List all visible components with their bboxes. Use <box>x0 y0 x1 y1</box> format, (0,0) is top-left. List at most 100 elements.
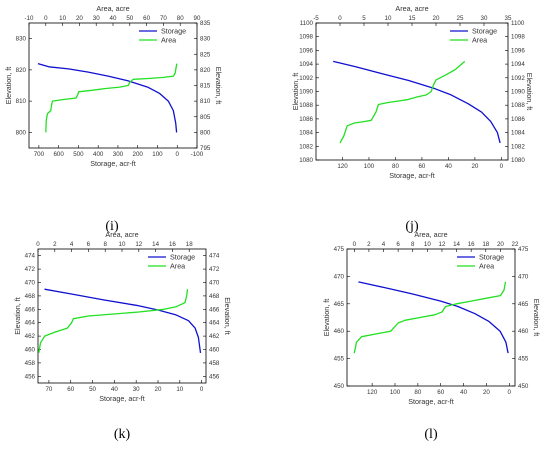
chart-panel-4: 120 100 80 60 40 20 0 0 2 4 6 8 10 12 14 16 18 20 22 450 455… <box>322 230 541 442</box>
right-tick-label: 475 <box>518 246 529 253</box>
legend-label-area: Area <box>161 36 176 45</box>
right-tick-label: 1086 <box>511 116 525 123</box>
bottom-tick-label: 100 <box>152 151 163 158</box>
top-tick-label: 18 <box>186 241 193 248</box>
left-tick-label: 468 <box>25 293 36 300</box>
right-tick-label: 460 <box>518 328 529 335</box>
top-tick-label: 90 <box>194 15 201 22</box>
bottom-tick-label: 50 <box>89 386 96 393</box>
panel-label: (l) <box>424 427 438 442</box>
top-tick-label: -5 <box>313 15 319 22</box>
top-tick-label: 70 <box>160 15 167 22</box>
right-axis-title: Elevation, ft <box>532 299 541 337</box>
left-tick-label: 460 <box>334 328 345 335</box>
panel-label: (j) <box>405 219 419 234</box>
right-tick-label: 1100 <box>511 20 525 27</box>
top-tick-label: 35 <box>505 15 512 22</box>
top-tick-label: 4 <box>70 241 74 248</box>
left-axis-title: Elevation, ft <box>13 297 22 335</box>
bottom-tick-label: 80 <box>392 163 399 170</box>
bottom-tick-label: 0 <box>200 386 204 393</box>
left-tick-label: 800 <box>16 129 27 136</box>
bottom-tick-label: 80 <box>414 389 421 396</box>
top-tick-label: 8 <box>411 241 415 248</box>
right-tick-label: 456 <box>209 373 220 380</box>
bottom-tick-label: 600 <box>53 151 64 158</box>
right-tick-label: 1084 <box>511 130 525 137</box>
bottom-tick-label: 400 <box>93 151 104 158</box>
left-tick-label: 1080 <box>299 157 313 164</box>
bottom-tick-label: 20 <box>471 163 478 170</box>
bottom-tick-label: 40 <box>111 386 118 393</box>
top-tick-label: 30 <box>93 15 100 22</box>
series-line-area <box>353 281 507 354</box>
top-tick-label: 14 <box>453 241 460 248</box>
left-tick-label: 1096 <box>299 47 313 54</box>
right-tick-label: 464 <box>209 320 220 327</box>
top-tick-label: 60 <box>143 15 150 22</box>
right-axis-title: Elevation, ft <box>525 73 534 111</box>
top-tick-label: 0 <box>353 241 357 248</box>
bottom-tick-label: 120 <box>337 163 348 170</box>
right-tick-label: 820 <box>200 67 211 74</box>
top-tick-label: 20 <box>433 15 440 22</box>
left-tick-label: 1094 <box>299 61 313 68</box>
chart-panel-1: 700 600 500 400 300 200 100 0 -100-10 0 10 20 30 40 50… <box>4 4 223 234</box>
left-tick-label: 460 <box>25 347 36 354</box>
left-tick-label: 470 <box>25 280 36 287</box>
bottom-tick-label: 100 <box>390 389 401 396</box>
top-tick-label: 40 <box>110 15 117 22</box>
bottom-tick-label: 700 <box>34 151 45 158</box>
bottom-tick-label: 0 <box>176 151 180 158</box>
top-tick-label: 2 <box>367 241 371 248</box>
bottom-tick-label: -100 <box>191 151 204 158</box>
left-axis-title: Elevation, ft <box>322 299 331 337</box>
right-tick-label: 825 <box>200 51 211 58</box>
right-tick-label: 1082 <box>511 143 525 150</box>
right-tick-label: 1088 <box>511 102 525 109</box>
top-tick-label: 22 <box>512 241 519 248</box>
bottom-tick-label: 0 <box>500 163 504 170</box>
chart-panel-2: 120 100 80 60 40 20 0 -5 0 5 10 15 20 25 30 35 1080 1082 1… <box>291 4 534 234</box>
left-tick-label: 466 <box>25 306 36 313</box>
top-tick-label: 20 <box>497 241 504 248</box>
top-tick-label: 25 <box>457 15 464 22</box>
top-tick-label: 50 <box>126 15 133 22</box>
left-tick-label: 1090 <box>299 89 313 96</box>
left-tick-label: 820 <box>16 67 27 74</box>
legend-label-storage: Storage <box>479 253 504 262</box>
top-tick-label: 30 <box>481 15 488 22</box>
right-tick-label: 462 <box>209 333 220 340</box>
top-tick-label: 12 <box>135 241 142 248</box>
left-tick-label: 475 <box>334 246 345 253</box>
legend-label-area: Area <box>170 262 185 271</box>
panel-label: (i) <box>105 219 119 234</box>
series-line-area <box>45 63 178 133</box>
chart-panel-3: 70 60 50 40 30 20 10 00 2 4 6 8 10 12 14 16 184564584604… <box>13 230 232 442</box>
left-tick-label: 830 <box>16 36 27 43</box>
bottom-tick-label: 500 <box>73 151 84 158</box>
right-tick-label: 472 <box>209 266 220 273</box>
legend-label-storage: Storage <box>170 253 195 262</box>
right-axis-title: Elevation, ft <box>214 67 223 105</box>
series-line-storage <box>333 60 501 144</box>
right-tick-label: 800 <box>200 129 211 136</box>
left-tick-label: 458 <box>25 360 36 367</box>
right-tick-label: 466 <box>209 306 220 313</box>
left-tick-label: 462 <box>25 333 36 340</box>
legend-label-area: Area <box>472 36 487 45</box>
top-tick-label: 16 <box>468 241 475 248</box>
top-axis-title: Area, acre <box>96 4 129 13</box>
bottom-tick-label: 40 <box>460 389 467 396</box>
top-tick-label: 20 <box>76 15 83 22</box>
left-tick-label: 450 <box>334 383 345 390</box>
right-tick-label: 460 <box>209 347 220 354</box>
right-tick-label: 450 <box>518 383 529 390</box>
bottom-tick-label: 60 <box>67 386 74 393</box>
bottom-axis-title: Storage, acr-ft <box>90 159 136 168</box>
left-tick-label: 464 <box>25 320 36 327</box>
bottom-tick-label: 20 <box>155 386 162 393</box>
top-tick-label: 14 <box>152 241 159 248</box>
bottom-axis-title: Storage, acr-ft <box>389 171 435 180</box>
bottom-tick-label: 60 <box>418 163 425 170</box>
